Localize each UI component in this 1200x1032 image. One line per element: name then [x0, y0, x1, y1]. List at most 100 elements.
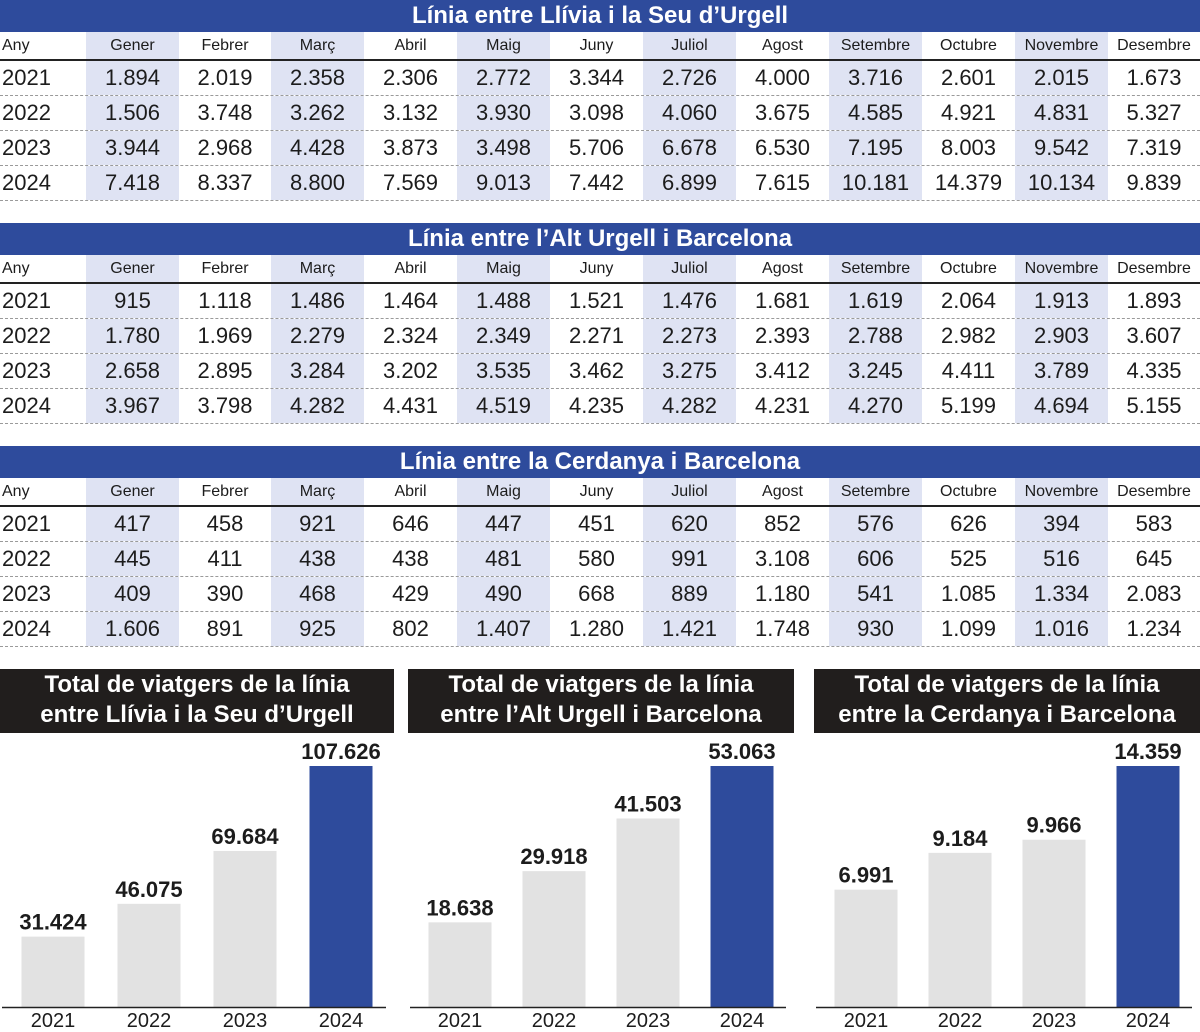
x-tick-label: 2022 [127, 1010, 172, 1032]
table-cell: 3.930 [457, 96, 550, 130]
column-header: Maig [457, 255, 550, 282]
x-tick-label: 2023 [1032, 1010, 1077, 1032]
table-row: 2021 915 1.118 1.486 1.464 1.488 1.521 1.476 1.6… [0, 284, 1200, 319]
table-cell: 1.476 [643, 284, 736, 318]
table-cell: 2.324 [382, 323, 439, 348]
table-cell: 1.619 [829, 284, 922, 318]
table-cell: 626 [950, 511, 987, 536]
chart-title: Total de viatgers de la línia entre l’Alt… [408, 669, 794, 733]
bar-2024 [309, 766, 373, 1007]
column-header: Gener [86, 478, 179, 505]
table-cell: 490 [457, 577, 550, 611]
chart-title: Total de viatgers de la línia entre la Ce… [814, 669, 1200, 733]
table-cell: 4.411 [941, 358, 996, 383]
table-cell: 1.334 [1015, 577, 1108, 611]
table-cell: 541 [829, 577, 922, 611]
table-row: 2022 445 411 438 438 481 580 991 3.108 606 525 516 6… [0, 542, 1200, 577]
table-cell: 14.379 [934, 170, 1003, 195]
table-cell: 3.275 [643, 354, 736, 388]
column-header: Maig [457, 32, 550, 59]
table-cell: 390 [206, 581, 244, 606]
data-label: 9.966 [1026, 813, 1081, 838]
table-cell: 3.789 [1015, 354, 1108, 388]
table-cell: 7.319 [1126, 135, 1182, 160]
table-cell: 7.418 [86, 166, 179, 200]
table-cell: 1.748 [754, 616, 811, 641]
table-cell: 3.675 [754, 100, 811, 125]
table-cell: 4.231 [754, 393, 811, 418]
table-cell: 4.235 [568, 393, 625, 418]
data-label: 18.638 [426, 895, 493, 920]
table-cell: 6.899 [643, 166, 736, 200]
table-cell: 3.798 [197, 393, 253, 418]
table-cell: 2.968 [197, 135, 253, 160]
table-cell: 3.607 [1126, 323, 1182, 348]
bar-chart-cerdanya-barcelona: 6.991 2021 9.184 2022 9.966 2023 14.359 2024 [816, 739, 1192, 1032]
chart-title-line-2: entre Llívia i la Seu d’Urgell [40, 701, 354, 728]
column-header: Desembre [1117, 483, 1191, 500]
table-cell: 3.284 [271, 354, 364, 388]
row-year: 2021 [2, 288, 51, 313]
table-cell: 5.327 [1126, 100, 1182, 125]
table-cell: 1.016 [1015, 612, 1108, 646]
table-cell: 1.521 [568, 288, 625, 313]
row-year: 2023 [2, 581, 51, 606]
table-cell: 438 [392, 546, 429, 571]
column-header: Febrer [201, 260, 249, 277]
column-header: Novembre [1015, 478, 1108, 505]
table-cell: 481 [457, 542, 550, 576]
chart-panel-alturgell-barcelona: Total de viatgers de la línia entre l’Alt… [408, 669, 794, 1032]
data-label: 107.626 [301, 739, 381, 764]
chart-title-line-2: entre l’Alt Urgell i Barcelona [440, 701, 762, 728]
table-cell: 2.601 [940, 65, 997, 90]
table-header-row: Any Gener Febrer Març Abril Maig Juny Juliol Ago… [0, 32, 1200, 61]
column-header: Juliol [643, 32, 736, 59]
table-cell: 1.099 [940, 616, 997, 641]
table-cell: 3.262 [271, 96, 364, 130]
table-title: Línia entre Llívia i la Seu d’Urgell [0, 0, 1200, 32]
bar-2022 [117, 903, 181, 1007]
column-header: Maig [457, 478, 550, 505]
column-header: Any [2, 260, 30, 277]
row-year: 2022 [2, 323, 51, 348]
table-cell: 4.270 [829, 389, 922, 423]
column-header: Abril [394, 260, 427, 277]
table-cell: 3.873 [382, 135, 439, 160]
column-header: Desembre [1117, 37, 1191, 54]
table-cell: 6.678 [643, 131, 736, 165]
column-header: Octubre [940, 260, 997, 277]
table-row: 2024 1.606 891 925 802 1.407 1.280 1.421 1.748 93… [0, 612, 1200, 647]
row-year: 2023 [2, 358, 51, 383]
column-header: Desembre [1117, 260, 1191, 277]
chart-title-line-2: entre la Cerdanya i Barcelona [838, 701, 1176, 728]
row-year: 2024 [2, 170, 51, 195]
column-header: Març [271, 478, 364, 505]
bar-2023 [616, 818, 680, 1007]
table-cell: 9.839 [1126, 170, 1182, 195]
data-label: 29.918 [520, 844, 587, 869]
row-year: 2023 [2, 135, 51, 160]
table-cell: 3.202 [382, 358, 439, 383]
table-cell: 1.407 [457, 612, 550, 646]
table-cell: 2.982 [940, 323, 997, 348]
table-cell: 5.155 [1126, 393, 1182, 418]
x-tick-label: 2022 [532, 1010, 577, 1032]
column-header: Abril [394, 37, 427, 54]
table-row: 2022 1.506 3.748 3.262 3.132 3.930 3.098 4.060 3… [0, 96, 1200, 131]
chart-title-line-1: Total de viatgers de la línia [448, 671, 754, 698]
table-cell: 802 [392, 616, 429, 641]
column-header: Juny [579, 483, 614, 500]
table-cerdanya-barcelona: Línia entre la Cerdanya i Barcelona Any Ge… [0, 446, 1200, 647]
table-cell: 4.335 [1126, 358, 1182, 383]
table-cell: 8.800 [271, 166, 364, 200]
table-cell: 2.349 [457, 319, 550, 353]
data-label: 53.063 [708, 739, 775, 764]
column-header: Juny [579, 37, 614, 54]
table-cell: 2.306 [382, 65, 439, 90]
table-header-row: Any Gener Febrer Març Abril Maig Juny Juliol Ago… [0, 478, 1200, 507]
column-header: Gener [86, 32, 179, 59]
table-cell: 852 [764, 511, 801, 536]
table-cell: 4.000 [754, 65, 811, 90]
bar-2023 [1022, 839, 1086, 1007]
table-cell: 458 [206, 511, 244, 536]
